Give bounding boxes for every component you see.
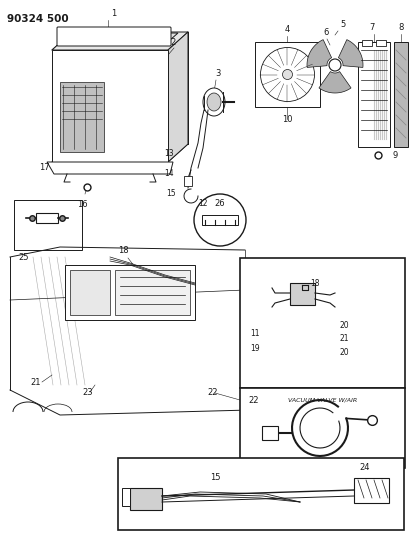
Text: 22: 22 [248,396,258,405]
Text: 10: 10 [282,115,293,124]
Bar [240,258,405,388]
Bar [52,50,168,162]
Bar [362,40,372,46]
Text: 5: 5 [340,20,345,29]
Text: 2: 2 [170,38,175,47]
Text: 24: 24 [359,463,370,472]
Text: 9: 9 [393,150,398,159]
Bar [184,176,192,186]
Text: 21: 21 [340,334,349,343]
Bar [202,215,238,225]
Bar [376,40,386,46]
Bar [358,42,390,147]
Bar [354,478,389,503]
Text: 20: 20 [340,348,350,357]
Text: 17: 17 [40,163,50,172]
Ellipse shape [207,93,221,111]
Bar [60,82,104,152]
Bar [36,213,58,223]
Polygon shape [319,71,351,93]
Text: 19: 19 [250,344,260,353]
Text: 7: 7 [369,23,375,32]
Bar [14,200,82,250]
Text: 22: 22 [207,388,218,397]
Polygon shape [338,39,363,68]
Text: 8: 8 [398,23,404,32]
Bar [130,488,162,510]
Text: 26: 26 [215,199,225,208]
Text: 21: 21 [30,378,40,387]
Text: 16: 16 [77,200,87,209]
Bar [118,458,404,530]
Text: 90324 500: 90324 500 [7,14,69,24]
Text: 13: 13 [164,149,174,158]
Text: 20: 20 [340,321,350,330]
Text: 11: 11 [250,329,260,338]
Polygon shape [307,39,332,68]
Ellipse shape [203,88,225,116]
Text: 23: 23 [82,388,93,397]
Bar [65,265,195,320]
Polygon shape [47,162,173,174]
Circle shape [194,194,246,246]
Text: 25: 25 [18,253,28,262]
Bar [70,270,110,315]
Text: 6: 6 [323,28,328,37]
Text: 12: 12 [198,199,208,208]
Text: 1: 1 [111,9,117,18]
Bar [115,270,190,315]
Bar [290,283,315,305]
Bar [122,488,130,506]
Polygon shape [58,33,178,40]
Bar [240,388,405,468]
Polygon shape [52,32,188,50]
Text: 3: 3 [215,69,221,78]
Text: 18: 18 [310,279,319,288]
Text: 18: 18 [118,246,129,255]
Circle shape [283,69,293,79]
Bar [262,426,278,440]
Text: 15: 15 [166,189,176,198]
Text: 15: 15 [210,473,220,482]
Bar [255,42,320,107]
Polygon shape [168,32,188,162]
Text: 14: 14 [164,169,174,178]
Text: VACUUM VALVE W/AIR: VACUUM VALVE W/AIR [288,397,357,402]
Bar [394,42,408,147]
Text: 4: 4 [285,25,290,34]
FancyBboxPatch shape [57,27,171,46]
Circle shape [329,59,341,71]
